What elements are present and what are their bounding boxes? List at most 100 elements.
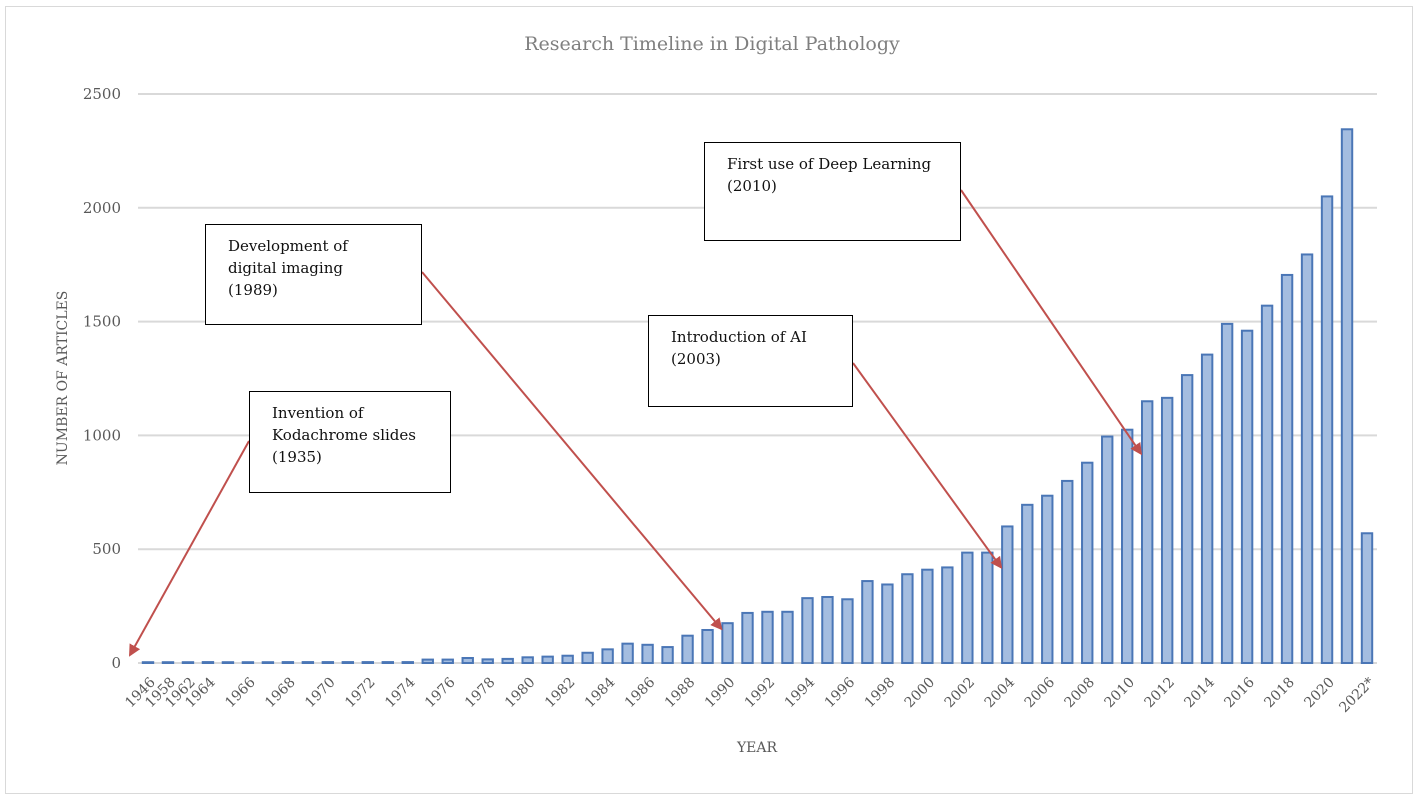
bar-1985: [621, 642, 634, 664]
x-tick-label: 1988: [662, 675, 699, 712]
x-tick-label: 1982: [542, 675, 579, 712]
bar-1997: [861, 580, 874, 665]
bar-1982: [561, 654, 574, 664]
x-axis-label: YEAR: [736, 740, 778, 756]
bar-1966: [241, 661, 255, 665]
bar-2016: [1240, 329, 1254, 664]
bar-1969: [301, 661, 315, 664]
bar-1990: [721, 622, 734, 664]
x-tick-label: 1986: [622, 674, 659, 711]
chart-title: Research Timeline in Digital Pathology: [524, 33, 900, 55]
x-tick-label: 1994: [782, 674, 819, 711]
x-tick-label: 1976: [422, 674, 459, 711]
bar-2004: [1001, 525, 1014, 664]
annotation-arrows: [129, 189, 1143, 657]
y-tick-label: 1000: [83, 426, 121, 444]
bar-1970: [321, 661, 335, 664]
bar-2009: [1101, 435, 1114, 664]
y-tick-labels: 0 500 1000 1500 2000 2500: [83, 85, 121, 672]
x-tick-label: 1968: [262, 675, 299, 712]
bar-2022: [1360, 532, 1374, 664]
x-tick-label: 1984: [582, 674, 619, 711]
bar-2000: [921, 568, 934, 665]
bar-1999: [901, 573, 914, 665]
x-tick-label: 2012: [1141, 675, 1178, 712]
bar-1989: [701, 628, 714, 664]
annotation-arrow-0: [129, 440, 250, 657]
x-tick-label: 1992: [742, 675, 779, 712]
bar-1998: [881, 583, 894, 665]
bar-1992: [761, 610, 774, 664]
bar-2011: [1140, 400, 1154, 664]
bar-2002: [961, 551, 974, 665]
bar-1987: [661, 646, 674, 664]
y-tick-label: 1500: [83, 313, 121, 331]
y-axis-label: NUMBER OF ARTICLES: [55, 291, 71, 466]
bar-1964: [201, 661, 215, 664]
x-tick-label: 1980: [502, 675, 539, 712]
bar-1986: [641, 643, 654, 664]
annotation-ai: Introduction of AI (2003): [648, 315, 853, 407]
bar-2018: [1280, 273, 1294, 664]
annotation-arrow-2: [852, 362, 1003, 570]
bar-2007: [1061, 479, 1074, 665]
x-tick-label: 2020: [1301, 675, 1338, 712]
x-tick-label: 1974: [382, 674, 419, 711]
y-tick-label: 2000: [83, 199, 121, 217]
bar-2012: [1160, 396, 1174, 664]
x-tick-label: 2000: [902, 675, 939, 712]
x-tick-label: 2010: [1102, 675, 1139, 712]
bar-1967: [261, 661, 275, 665]
bar-2020: [1320, 195, 1334, 664]
x-tick-label: 1972: [342, 675, 379, 712]
bar-1968: [281, 661, 295, 664]
annotation-deep-learning: First use of Deep Learning (2010): [704, 142, 961, 241]
bar-2021: [1340, 128, 1354, 664]
bar-1973: [381, 661, 394, 664]
x-tick-label: 1996: [822, 674, 859, 711]
bar-1975: [421, 658, 434, 664]
bar-1980: [521, 656, 534, 664]
bar-2014: [1200, 353, 1214, 664]
y-tick-label: 2500: [83, 85, 121, 103]
chart-frame: [5, 6, 1413, 794]
y-tick-label: 0: [111, 654, 121, 672]
x-tick-label: 2022*: [1336, 675, 1377, 716]
bar-2003: [981, 551, 994, 665]
bar-2005: [1021, 503, 1034, 664]
x-tick-label: 2016: [1221, 674, 1258, 711]
bar-1979: [501, 657, 514, 664]
x-tick-label: 2004: [982, 674, 1019, 711]
bar-1978: [481, 658, 494, 664]
bar-1962: [181, 661, 195, 665]
x-tick-label: 2006: [1022, 674, 1059, 711]
bar-2006: [1041, 494, 1054, 664]
bar-1991: [741, 611, 754, 664]
bars: [141, 128, 1374, 665]
bar-2013: [1180, 374, 1194, 664]
bar-1965: [221, 661, 235, 665]
bar-1972: [361, 661, 375, 664]
annotation-arrow-1: [421, 271, 723, 631]
annotation-arrow-3: [960, 189, 1143, 456]
bar-1981: [541, 655, 554, 664]
x-tick-label: 1998: [862, 675, 899, 712]
x-tick-label: 2018: [1261, 675, 1298, 712]
annotation-kodachrome: Invention of Kodachrome slides (1935): [249, 391, 451, 493]
bar-1996: [841, 598, 854, 664]
bar-1988: [681, 634, 694, 664]
bar-2001: [941, 566, 954, 665]
bar-2010: [1121, 428, 1134, 664]
bar-1971: [341, 661, 355, 664]
annotation-digital-imaging: Development of digital imaging (1989): [205, 224, 422, 325]
bar-1993: [781, 610, 794, 664]
bar-2019: [1300, 253, 1314, 664]
x-tick-label: 1970: [302, 675, 339, 712]
bar-1983: [581, 651, 594, 664]
bar-1946: [141, 661, 155, 665]
bar-2008: [1081, 461, 1094, 664]
bar-1958: [161, 661, 175, 665]
x-tick-label: 2002: [942, 675, 979, 712]
bar-1994: [801, 597, 814, 664]
